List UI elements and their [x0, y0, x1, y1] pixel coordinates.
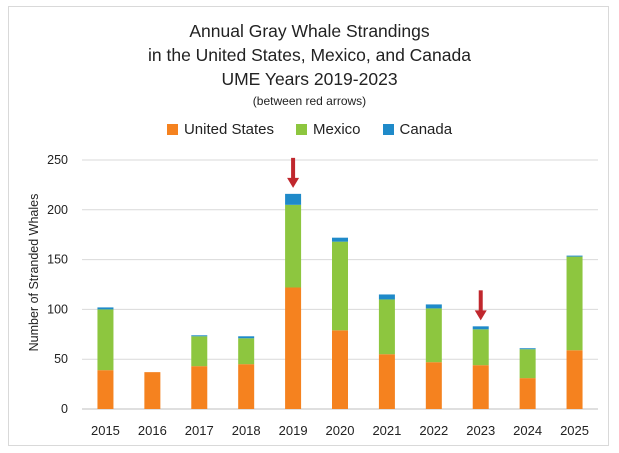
y-tick-label-200: 200 [47, 203, 68, 217]
x-tick-label-2020: 2020 [326, 423, 355, 438]
x-tick-label-2015: 2015 [91, 423, 120, 438]
legend-label-canada: Canada [399, 121, 453, 138]
y-tick-label-50: 50 [54, 352, 68, 366]
x-tick-label-2019: 2019 [279, 423, 308, 438]
x-tick-label-2016: 2016 [138, 423, 167, 438]
bar-canada-2021 [378, 294, 395, 300]
red-arrow-marker-2019 [287, 157, 300, 188]
chart-title-line-2: in the United States, Mexico, and Canada [148, 45, 471, 65]
legend: United States Mexico Canada [0, 121, 619, 138]
bar-mexico-2019 [285, 204, 302, 288]
bar-canada-2022 [425, 304, 442, 309]
bar-united-states-2016 [144, 372, 161, 409]
x-tick-label-2022: 2022 [419, 423, 448, 438]
bar-mexico-2015 [97, 309, 114, 371]
bar-united-states-2018 [238, 364, 255, 409]
legend-item-canada: Canada [382, 121, 453, 138]
bar-united-states-2023 [472, 365, 489, 409]
legend-label-united-states: United States [183, 121, 274, 138]
legend-swatch-united-states [166, 124, 178, 135]
chart-subtitle: (between red arrows) [252, 94, 367, 108]
x-tick-label-2023: 2023 [466, 423, 495, 438]
bar-united-states-2020 [332, 330, 348, 409]
chart-title-line-3: UME Years 2019-2023 [221, 69, 398, 89]
bar-mexico-2020 [332, 241, 348, 331]
legend-label-mexico: Mexico [313, 121, 361, 138]
x-tick-label-2024: 2024 [513, 423, 542, 438]
bar-canada-2017 [191, 335, 208, 337]
bar-united-states-2021 [378, 354, 395, 409]
bar-mexico-2025 [566, 256, 583, 351]
legend-item-mexico: Mexico [296, 121, 361, 138]
bar-canada-2023 [472, 326, 489, 330]
red-arrow-marker-2023 [474, 290, 487, 321]
y-axis-label: Number of Stranded Whales [27, 194, 41, 352]
bar-mexico-2018 [238, 338, 255, 365]
bar-canada-2019 [285, 193, 302, 205]
x-tick-label-2021: 2021 [372, 423, 401, 438]
bar-united-states-2024 [519, 378, 536, 409]
bar-united-states-2015 [97, 370, 114, 409]
bar-canada-2024 [519, 348, 536, 350]
chart-title-line-1: Annual Gray Whale Strandings [189, 21, 430, 41]
bar-canada-2018 [238, 336, 255, 339]
x-tick-label-2025: 2025 [560, 423, 589, 438]
x-tick-label-2017: 2017 [185, 423, 214, 438]
bar-united-states-2025 [566, 350, 583, 409]
bar-canada-2015 [97, 307, 114, 310]
bar-canada-2025 [566, 255, 583, 257]
legend-swatch-canada [382, 124, 394, 135]
x-tick-label-2018: 2018 [232, 423, 261, 438]
legend-swatch-mexico [296, 124, 307, 135]
bar-mexico-2024 [519, 349, 536, 379]
y-tick-label-150: 150 [47, 253, 68, 267]
y-tick-label-0: 0 [61, 402, 68, 416]
bar-united-states-2019 [285, 287, 302, 409]
y-tick-label-250: 250 [47, 153, 68, 167]
bar-mexico-2021 [378, 299, 395, 355]
bar-mexico-2023 [472, 329, 489, 366]
legend-item-united-states: United States [166, 121, 274, 138]
bar-canada-2020 [332, 237, 348, 242]
bar-united-states-2017 [191, 366, 208, 409]
y-tick-label-100: 100 [47, 302, 68, 316]
bar-united-states-2022 [425, 362, 442, 409]
bar-mexico-2017 [191, 336, 208, 367]
bar-mexico-2022 [425, 308, 442, 363]
